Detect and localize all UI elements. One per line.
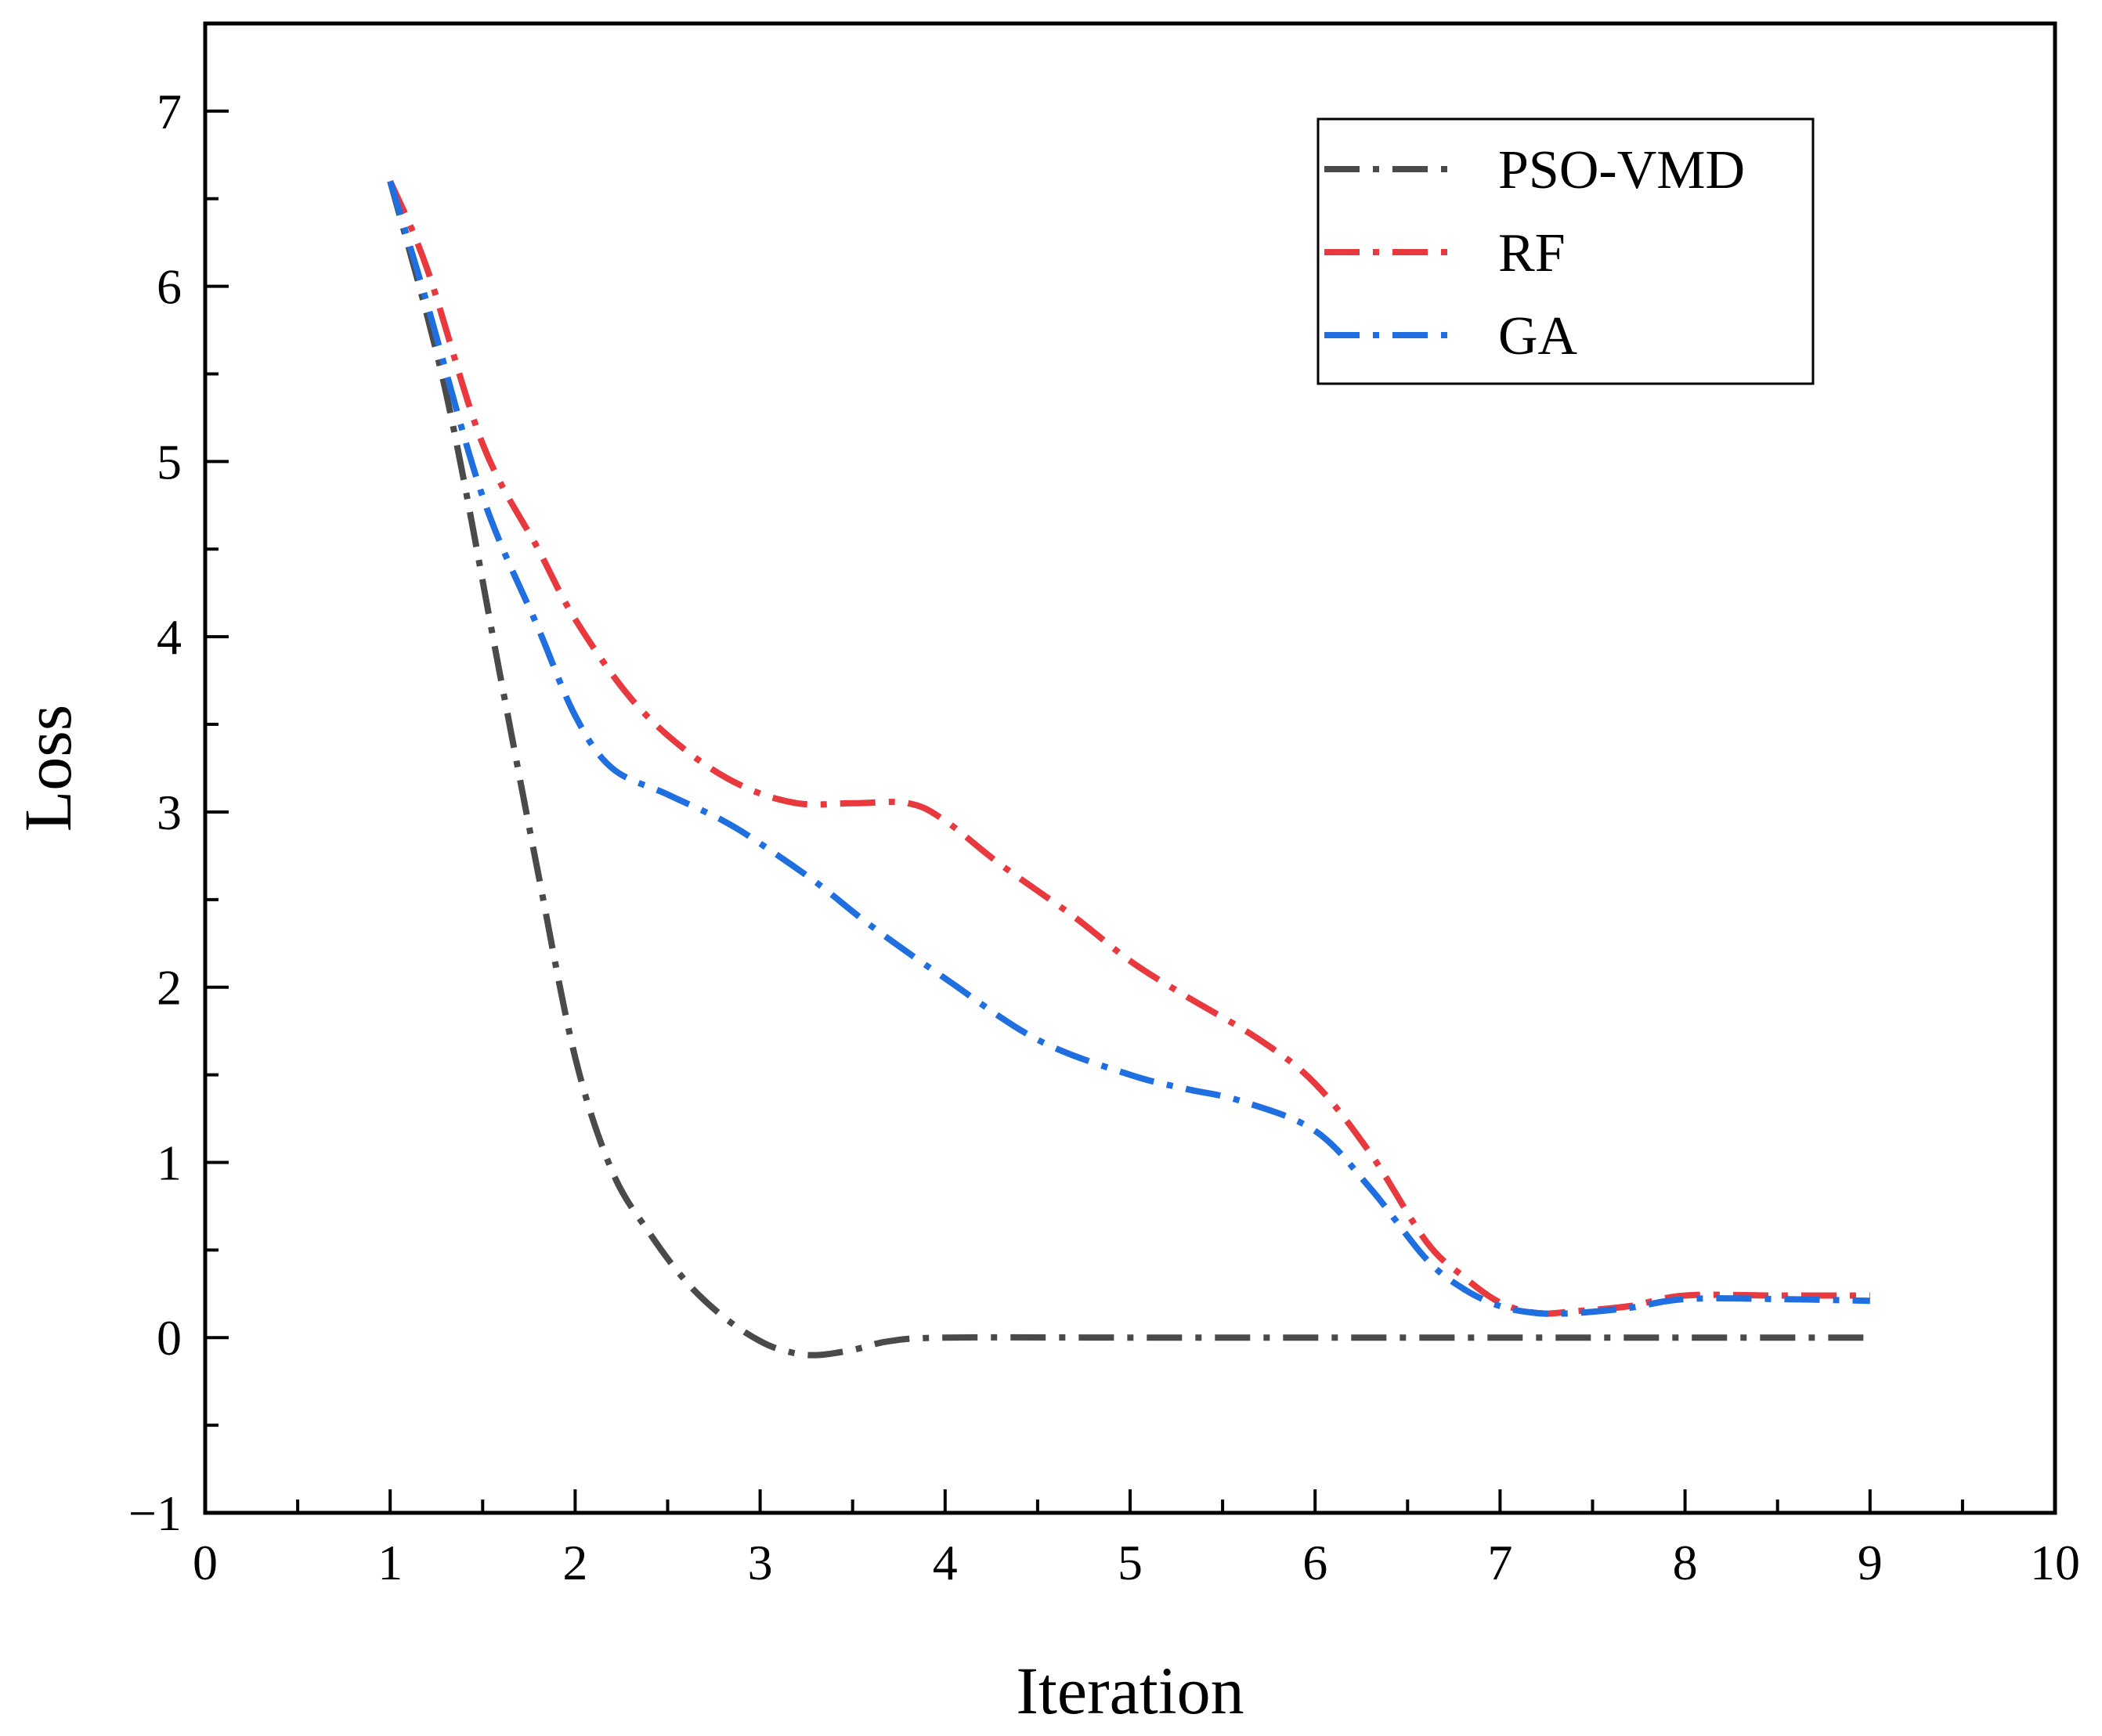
x-tick-label: 6 [1302, 1535, 1327, 1590]
series-layer [387, 179, 1870, 1359]
legend-label-rf: RF [1498, 223, 1566, 283]
y-tick-label: −1 [128, 1485, 182, 1541]
y-tick-label: 6 [157, 259, 182, 315]
legend: PSO-VMD RF GA [1316, 117, 1815, 385]
series-line-ga [387, 180, 1870, 1317]
y-axis-title: Loss [10, 705, 85, 832]
y-tick-label: 0 [157, 1310, 182, 1366]
legend-label-pso-vmd: PSO-VMD [1498, 140, 1745, 200]
legend-label-ga: GA [1498, 306, 1578, 366]
legend-items: PSO-VMD RF GA [1324, 140, 1745, 366]
y-tick-label: 7 [157, 84, 182, 139]
y-tick-label: 5 [157, 434, 182, 489]
x-tick-label: 1 [377, 1535, 403, 1590]
y-tick-label: 3 [157, 785, 182, 840]
x-tick-label: 3 [748, 1535, 773, 1590]
y-tick-label: 4 [157, 609, 182, 665]
x-tick-label: 7 [1487, 1535, 1512, 1590]
plot-area-frame [203, 21, 2057, 1515]
x-tick-label: 9 [1858, 1535, 1883, 1590]
x-tick-label: 10 [2030, 1535, 2080, 1590]
x-tick-label: 5 [1118, 1535, 1143, 1590]
x-tick-label: 0 [193, 1535, 218, 1590]
x-tick-label: 8 [1673, 1535, 1698, 1590]
x-tick-label: 4 [933, 1535, 958, 1590]
series-line-pso-vmd [387, 180, 1870, 1359]
x-tick-label: 2 [562, 1535, 587, 1590]
y-tick-label: 1 [157, 1135, 182, 1190]
x-axis-title: Iteration [1016, 1653, 1244, 1728]
y-tick-label: 2 [157, 960, 182, 1016]
